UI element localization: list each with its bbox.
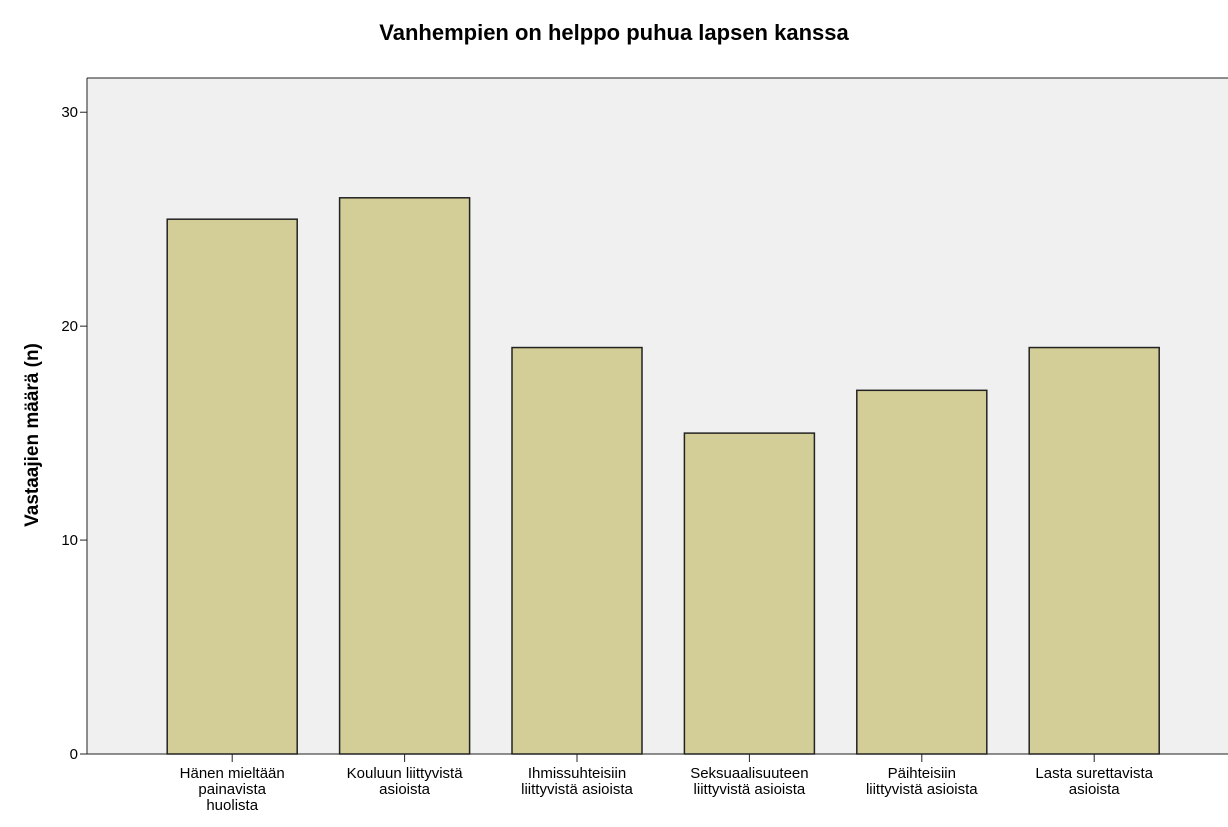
bar [856,389,988,755]
bar [166,218,298,755]
bar [683,432,816,755]
x-tick-label: Hänen mieltään painavista huolista [180,765,285,814]
x-tick-label: Kouluun liittyvistä asioista [347,765,464,798]
x-tick-label: Seksuaalisuuteen liittyvistä asioista [690,765,808,798]
y-tick-label: 30 [61,104,78,121]
bar [511,346,643,755]
bar [338,197,471,755]
y-tick-label: 20 [61,318,78,335]
chart-title: Vanhempien on helppo puhua lapsen kanssa [379,20,849,45]
y-tick-label: 10 [61,532,78,549]
x-tick-label: Ihmissuhteisiin liittyvistä asioista [521,765,633,798]
bar [1028,346,1160,755]
y-tick-label: 0 [70,746,78,763]
y-axis-label: Vastaajien määrä (n) [22,343,43,527]
x-tick-label: Päihteisiin liittyvistä asioista [866,765,978,798]
x-tick-label: Lasta surettavista asioista [1035,765,1153,798]
